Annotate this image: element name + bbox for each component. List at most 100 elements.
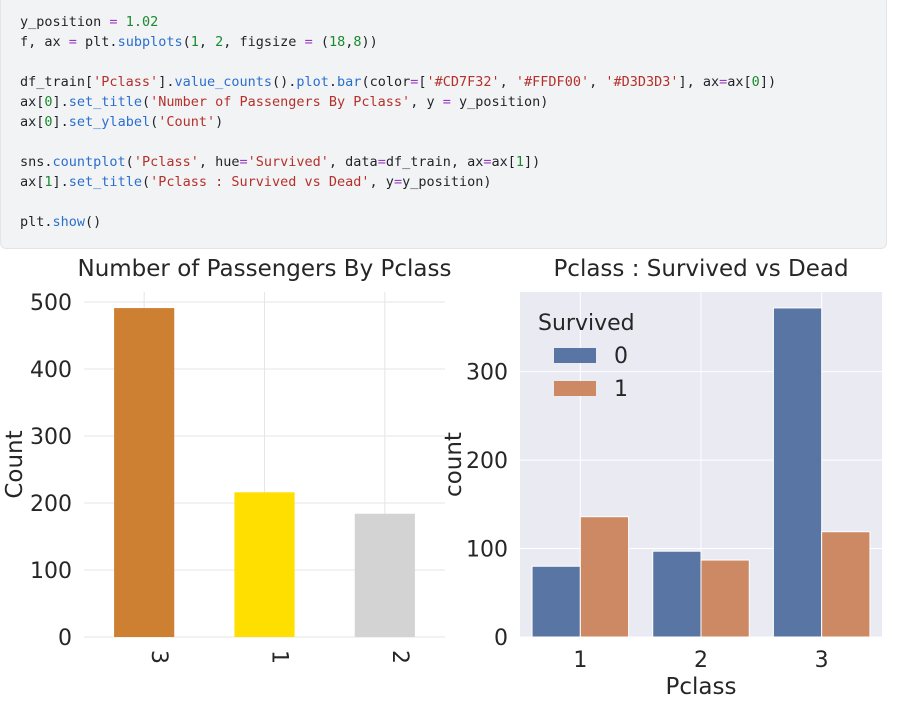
code-token: , bbox=[589, 74, 606, 90]
code-token: set_title bbox=[68, 174, 142, 190]
y-tick-label: 100 bbox=[466, 538, 508, 563]
code-token: sns. bbox=[20, 154, 53, 170]
code-token: ax[ bbox=[491, 154, 516, 170]
code-token: 1 bbox=[515, 154, 525, 170]
bar bbox=[531, 565, 581, 638]
bar bbox=[700, 559, 750, 638]
code-token: 1 bbox=[44, 174, 53, 190]
code-token: = bbox=[719, 74, 728, 90]
bar bbox=[652, 550, 702, 638]
legend-swatch bbox=[554, 348, 596, 363]
code-token: 'Pclass : Survived vs Dead' bbox=[150, 174, 370, 190]
code-token: ) bbox=[215, 114, 224, 130]
code-token: = bbox=[239, 154, 248, 170]
y-tick-label: 400 bbox=[30, 358, 72, 383]
y-axis-label: count bbox=[441, 432, 467, 497]
code-token: = bbox=[410, 74, 419, 90]
bar bbox=[114, 308, 175, 637]
code-token: ]) bbox=[759, 74, 777, 90]
y-tick-label: 300 bbox=[30, 425, 72, 450]
code-line: sns.countplot('Pclass', hue='Survived', … bbox=[20, 152, 540, 172]
code-token: ]. bbox=[52, 174, 69, 190]
code-token: ax[ bbox=[727, 74, 752, 90]
code-token bbox=[118, 14, 126, 30]
code-token: ], ax bbox=[678, 74, 720, 90]
y-tick-label: 500 bbox=[30, 291, 72, 316]
code-token: df_train[ bbox=[20, 74, 94, 90]
code-token: 1.02 bbox=[125, 14, 159, 30]
code-token: 'Pclass' bbox=[133, 154, 199, 170]
code-token: ( bbox=[150, 114, 159, 130]
x-tick-label: 1 bbox=[267, 650, 292, 664]
code-token: '#D3D3D3' bbox=[605, 74, 679, 90]
y-tick-label: 0 bbox=[494, 626, 508, 651]
code-token: 18 bbox=[328, 34, 346, 50]
code-token: 8 bbox=[353, 34, 362, 50]
bar bbox=[234, 492, 295, 637]
x-tick-label: 3 bbox=[815, 648, 829, 673]
code-token: , bbox=[345, 34, 354, 50]
code-token: , hue bbox=[198, 154, 240, 170]
code-line: df_train['Pclass'].value_counts().plot.b… bbox=[20, 72, 776, 92]
code-token: ( bbox=[182, 34, 191, 50]
code-token: set_title bbox=[68, 94, 142, 110]
code-token: set_ylabel bbox=[68, 114, 151, 130]
code-token: value_counts bbox=[174, 74, 272, 90]
code-token: ]. bbox=[52, 94, 69, 110]
code-line: y_position = 1.02 bbox=[20, 12, 158, 32]
legend-label: 0 bbox=[614, 344, 628, 369]
code-token: '#FFDF00' bbox=[515, 74, 590, 90]
y-tick-label: 0 bbox=[58, 626, 72, 651]
code-token: ax[ bbox=[20, 174, 45, 190]
code-cell[interactable]: y_position = 1.02 f, ax = plt.subplots(1… bbox=[0, 0, 887, 249]
code-token: ( bbox=[141, 174, 151, 190]
code-token: f, ax bbox=[20, 34, 69, 50]
code-token: = bbox=[109, 14, 118, 30]
code-token: show bbox=[52, 214, 86, 230]
code-token: ax[ bbox=[20, 114, 45, 130]
code-token: ]) bbox=[524, 154, 541, 170]
legend-swatch bbox=[554, 381, 596, 396]
code-token: subplots bbox=[117, 34, 183, 50]
code-token: countplot bbox=[52, 154, 126, 170]
code-token: )) bbox=[361, 34, 378, 50]
code-token: = bbox=[68, 34, 77, 50]
code-token: (color bbox=[361, 74, 411, 90]
legend-label: 1 bbox=[614, 377, 628, 402]
x-tick-label: 1 bbox=[573, 648, 587, 673]
y-tick-label: 200 bbox=[466, 449, 508, 474]
code-token: y_position bbox=[20, 14, 110, 30]
code-token: plt. bbox=[76, 34, 118, 50]
code-token: y_position) bbox=[402, 174, 492, 190]
code-token: = bbox=[304, 34, 313, 50]
code-token: = bbox=[442, 94, 451, 110]
code-token: ]. bbox=[52, 114, 69, 130]
x-tick-label: 2 bbox=[387, 650, 412, 664]
y-axis-label: Count bbox=[2, 430, 28, 498]
code-line: ax[1].set_title('Pclass : Survived vs De… bbox=[20, 172, 491, 192]
code-line: ax[0].set_ylabel('Count') bbox=[20, 112, 223, 132]
legend-title: Survived bbox=[538, 311, 635, 336]
code-token: . bbox=[328, 74, 338, 90]
bar bbox=[579, 516, 630, 638]
code-token: ( bbox=[141, 94, 151, 110]
code-token: 'Survived' bbox=[247, 154, 329, 170]
code-token: 'Pclass' bbox=[93, 74, 159, 90]
code-token: 0 bbox=[751, 74, 760, 90]
code-token: = bbox=[377, 154, 386, 170]
code-line: f, ax = plt.subplots(1, 2, figsize = (18… bbox=[20, 32, 378, 52]
code-token: , y bbox=[369, 174, 394, 190]
chart-title: Pclass : Survived vs Dead bbox=[553, 256, 848, 282]
code-token: ( bbox=[125, 154, 134, 170]
code-token: (). bbox=[272, 74, 297, 90]
code-line: ax[0].set_title('Number of Passengers By… bbox=[20, 92, 548, 112]
code-token: , bbox=[499, 74, 516, 90]
x-axis-label: Pclass bbox=[666, 674, 737, 700]
code-token: , figsize bbox=[223, 34, 305, 50]
code-token: ( bbox=[312, 34, 329, 50]
code-token: = bbox=[483, 154, 492, 170]
code-token: 'Count' bbox=[158, 114, 216, 130]
code-token: 1 bbox=[190, 34, 199, 50]
code-token: 'Number of Passengers By Pclass' bbox=[150, 94, 411, 110]
